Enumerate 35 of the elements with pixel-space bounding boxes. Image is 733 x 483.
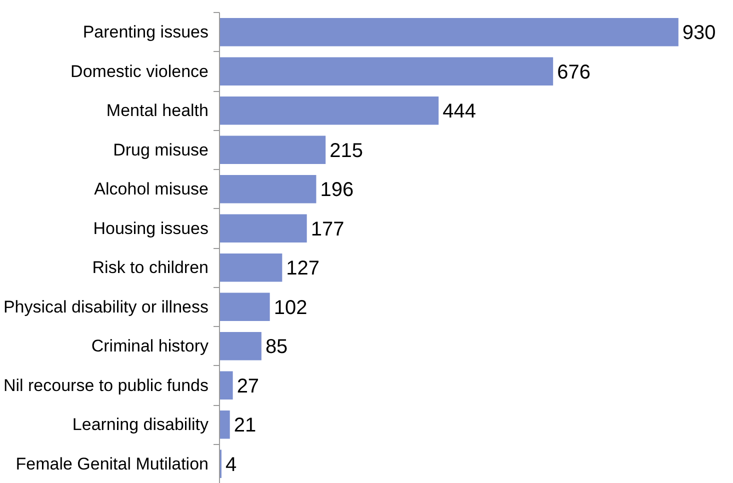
bar [220,410,230,439]
data-label: 21 [234,414,256,437]
bar [220,292,270,322]
y-tick-label: Domestic violence [70,62,209,81]
y-tick-label: Mental health [106,101,209,120]
bar [220,57,554,86]
y-tick-label: Nil recourse to public funds [3,376,208,395]
y-tick-label: Physical disability or illness [3,297,209,316]
y-tick-label: Criminal history [91,336,209,356]
bar [220,253,282,282]
data-label: 4 [225,454,237,476]
data-label: 930 [682,22,716,44]
bar [220,332,262,360]
y-tick-label: Female Genital Mutilation [16,454,209,474]
y-tick-label: Parenting issues [82,22,209,42]
data-label: 27 [236,375,260,398]
y-tick-label: Risk to children [92,258,209,278]
bar [220,174,316,204]
data-label: 444 [442,100,476,123]
data-label: 676 [557,61,590,84]
data-label: 215 [330,140,363,162]
bar [220,96,439,125]
bar [220,136,326,164]
data-label: 177 [310,218,344,240]
data-label: 127 [286,258,320,280]
data-label: 85 [265,336,288,358]
y-tick-label: Housing issues [93,218,208,238]
y-tick-label: Learning disability [72,415,209,434]
bar [220,18,678,46]
data-label: 102 [274,296,308,319]
data-label: 196 [320,179,354,202]
bar [220,214,307,243]
y-tick-label: Alcohol misuse [94,180,208,199]
y-tick-label: Drug misuse [113,140,209,160]
bar [220,371,233,400]
